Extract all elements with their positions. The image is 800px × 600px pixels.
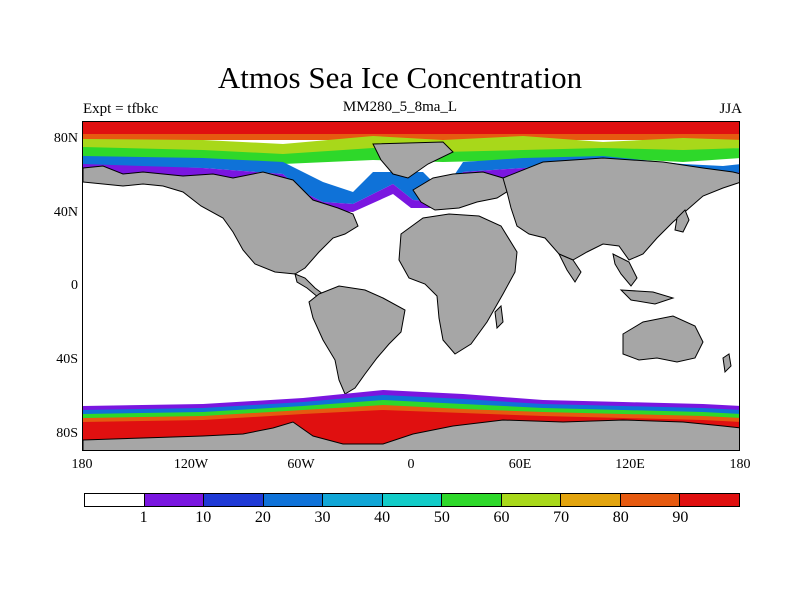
antarctica xyxy=(83,419,739,450)
africa xyxy=(398,213,518,355)
plot-subtitle: MM280_5_8ma_L xyxy=(342,99,458,115)
colorbar-box-9 xyxy=(620,494,681,506)
experiment-label: Expt = tfbkc xyxy=(83,101,159,117)
arctic-ice-orange xyxy=(83,134,739,140)
colorbar-box-8 xyxy=(561,494,621,506)
southeast-asia xyxy=(612,253,638,287)
lat-label-equator: 0 xyxy=(71,278,78,293)
colorbar-label-60: 60 xyxy=(493,509,510,526)
europe xyxy=(412,171,514,211)
sea-ice-map xyxy=(82,121,740,451)
colorbar-label-10: 10 xyxy=(195,509,212,526)
lon-label-60e: 60E xyxy=(508,457,532,472)
colorbar-label-30: 30 xyxy=(314,509,331,526)
colorbar-box-4 xyxy=(323,494,383,506)
lat-label-80s: 80S xyxy=(56,426,78,441)
south-america xyxy=(308,285,406,395)
colorbar-label-20: 20 xyxy=(254,509,271,526)
colorbar-label-90: 90 xyxy=(672,509,689,526)
greenland xyxy=(372,141,454,179)
colorbar-box-10 xyxy=(680,494,740,506)
colorbar-label-70: 70 xyxy=(553,509,570,526)
lat-label-40n: 40N xyxy=(53,205,78,220)
japan xyxy=(674,209,690,233)
asia xyxy=(502,157,739,261)
colorbar-label-50: 50 xyxy=(433,509,450,526)
arctic-ice-high xyxy=(83,122,739,136)
india xyxy=(557,253,582,283)
colorbar-label-40: 40 xyxy=(374,509,391,526)
arctic-ice-blue xyxy=(83,156,739,204)
lon-label-60w: 60W xyxy=(287,457,315,472)
colorbar-box-2 xyxy=(204,494,264,506)
season-label: JJA xyxy=(719,101,742,117)
lat-label-80n: 80N xyxy=(53,131,78,146)
colorbar-label-80: 80 xyxy=(612,509,629,526)
plot-title: Atmos Sea Ice Concentration xyxy=(217,60,583,95)
colorbar-label-1: 1 xyxy=(139,509,148,526)
colorbar-box-3 xyxy=(263,494,324,506)
lon-label-120w: 120W xyxy=(173,457,209,472)
lon-label-180w: 180 xyxy=(71,457,93,472)
madagascar xyxy=(494,304,504,330)
new-zealand xyxy=(722,353,732,374)
lon-label-180e: 180 xyxy=(729,457,751,472)
indonesia xyxy=(619,289,675,305)
colorbar-box-6 xyxy=(442,494,502,506)
lon-label-0: 0 xyxy=(407,457,415,472)
colorbar xyxy=(84,493,740,507)
australia xyxy=(622,315,704,363)
colorbar-box-0 xyxy=(85,494,145,506)
north-america xyxy=(83,165,359,275)
colorbar-box-7 xyxy=(501,494,562,506)
colorbar-box-1 xyxy=(144,494,205,506)
lon-label-120e: 120E xyxy=(615,457,645,472)
colorbar-box-5 xyxy=(382,494,443,506)
lat-label-40s: 40S xyxy=(56,352,78,367)
